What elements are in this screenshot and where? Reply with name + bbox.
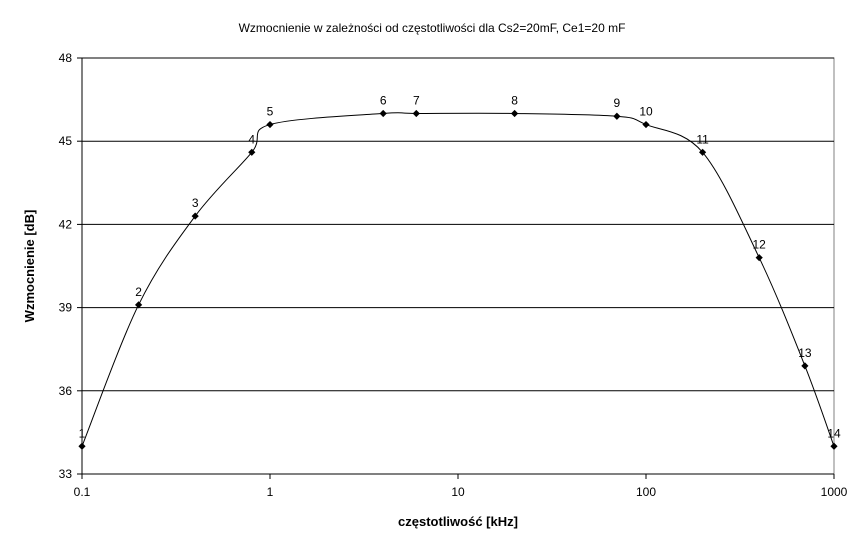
data-point-marker [191, 212, 199, 220]
x-tick-label: 1000 [821, 485, 848, 499]
x-tick-label: 100 [636, 485, 656, 499]
data-point-marker [248, 148, 256, 156]
data-point-label: 2 [135, 285, 142, 299]
data-point-marker [510, 109, 519, 118]
data-point-label: 4 [248, 132, 255, 146]
data-point-label: 3 [192, 196, 199, 210]
data-point-label: 11 [696, 132, 709, 146]
chart-title: Wzmocnienie w zależności od częstotliwoś… [239, 21, 626, 35]
y-tick-label: 45 [59, 134, 73, 148]
data-point-label: 9 [614, 96, 621, 110]
data-point-marker [412, 109, 420, 118]
y-tick-label: 36 [59, 384, 73, 398]
x-tick-label: 1 [267, 485, 274, 499]
data-point-marker [613, 112, 621, 120]
data-point-label: 7 [413, 93, 420, 107]
data-point-marker [78, 442, 86, 450]
y-tick-label: 33 [59, 467, 73, 481]
data-point-marker [755, 254, 763, 262]
plot-area [81, 57, 835, 475]
x-tick-label: 0.1 [74, 485, 91, 499]
y-tick-label: 39 [59, 301, 73, 315]
data-point-marker [642, 120, 650, 129]
y-tick-label: 48 [59, 51, 73, 65]
data-point-label: 6 [380, 93, 387, 107]
data-point-label: 8 [511, 93, 518, 107]
x-axis-title: częstotliwość [kHz] [398, 514, 518, 529]
data-point-label: 14 [827, 426, 841, 440]
data-point-label: 10 [639, 105, 653, 119]
data-point-label: 5 [267, 105, 274, 119]
data-point-marker [801, 362, 809, 370]
data-point-label: 1 [79, 426, 86, 440]
data-point-label: 13 [798, 346, 812, 360]
data-point-marker [379, 109, 387, 118]
x-tick-label: 10 [451, 485, 465, 499]
data-point-label: 12 [753, 238, 767, 252]
grid-lines [82, 57, 834, 392]
data-point-marker [698, 148, 707, 156]
data-point-marker [266, 120, 274, 129]
y-tick-label: 42 [59, 217, 73, 231]
data-point-marker [830, 442, 838, 450]
data-point-marker [134, 301, 143, 309]
y-axis-title: Wzmocnienie [dB] [22, 210, 37, 323]
